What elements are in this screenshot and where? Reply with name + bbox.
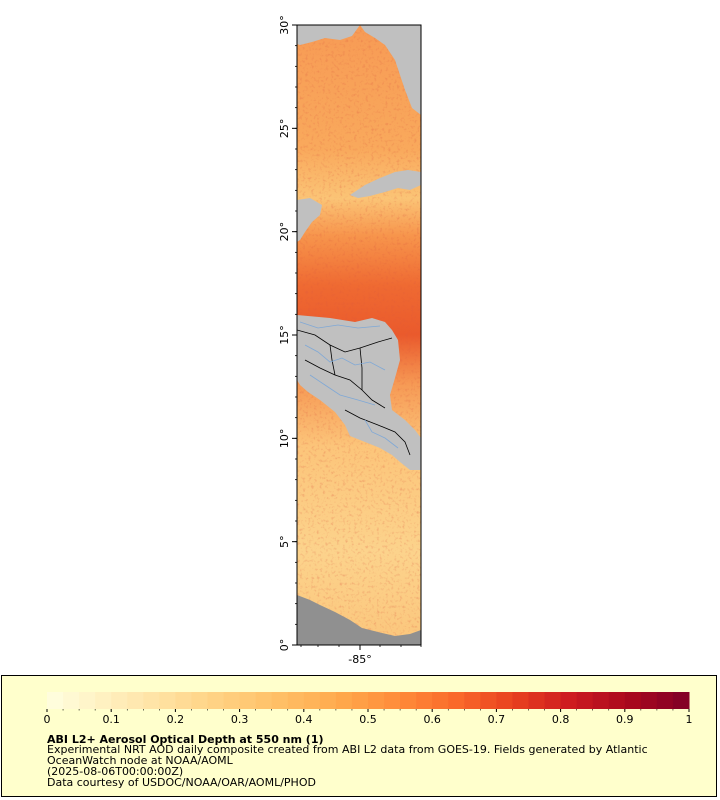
latitude-axis: 0° 5° 10° 15° 20° 25° 30° bbox=[278, 15, 297, 651]
lat-tick-label: 25° bbox=[278, 119, 291, 139]
lat-tick-label: 15° bbox=[278, 325, 291, 345]
lat-tick-label: 20° bbox=[278, 222, 291, 242]
nodata-area bbox=[297, 595, 421, 645]
legend-description-line-1: Experimental NRT AOD daily composite cre… bbox=[47, 743, 648, 756]
land-central-america bbox=[297, 315, 421, 470]
country-borders bbox=[297, 329, 411, 456]
lat-tick-label: 30° bbox=[278, 15, 291, 35]
legend-description-line-2: OceanWatch node at NOAA/AOML bbox=[47, 754, 233, 767]
land-florida bbox=[360, 25, 421, 115]
lon-tick-label: -85° bbox=[348, 653, 371, 666]
land-yucatan bbox=[297, 198, 322, 242]
longitude-axis: -85° bbox=[300, 645, 422, 666]
land-florida-top bbox=[297, 25, 360, 45]
legend-credit: Data courtesy of USDOC/NOAA/OAR/AOML/PHO… bbox=[47, 776, 316, 789]
lat-tick-label: 5° bbox=[278, 535, 291, 548]
legend-title: ABI L2+ Aerosol Optical Depth at 550 nm … bbox=[47, 733, 324, 746]
lat-tick-label: 0° bbox=[278, 639, 291, 652]
land-cuba bbox=[350, 170, 421, 198]
map-figure: 0° 5° 10° 15° 20° 25° 30° -85° bbox=[278, 15, 422, 666]
rivers bbox=[299, 321, 399, 449]
lat-tick-label: 10° bbox=[278, 429, 291, 449]
legend-date: (2025-08-06T00:00:00Z) bbox=[47, 765, 184, 778]
map-area bbox=[297, 25, 421, 645]
